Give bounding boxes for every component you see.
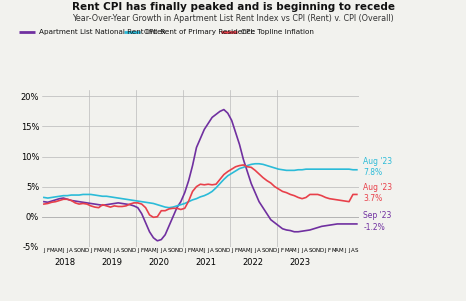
Text: Aug '23
3.7%: Aug '23 3.7% xyxy=(363,183,392,203)
Text: CPI: Topline Inflation: CPI: Topline Inflation xyxy=(240,29,314,35)
Text: Rent CPI has finally peaked and is beginning to recede: Rent CPI has finally peaked and is begin… xyxy=(71,2,395,11)
Text: Apartment List National Rent Index: Apartment List National Rent Index xyxy=(39,29,165,35)
Text: 2018: 2018 xyxy=(55,258,76,267)
Text: Sep '23
-1.2%: Sep '23 -1.2% xyxy=(363,212,392,231)
Text: CPI: Rent of Primary Residence: CPI: Rent of Primary Residence xyxy=(144,29,255,35)
Text: 2023: 2023 xyxy=(289,258,311,267)
Text: Aug '23
7.8%: Aug '23 7.8% xyxy=(363,157,392,177)
Text: 2019: 2019 xyxy=(102,258,123,267)
Text: Year-Over-Year Growth in Apartment List Rent Index vs CPI (Rent) v. CPI (Overall: Year-Over-Year Growth in Apartment List … xyxy=(72,14,394,23)
Text: 2022: 2022 xyxy=(243,258,264,267)
Text: 2021: 2021 xyxy=(196,258,217,267)
Text: 2020: 2020 xyxy=(149,258,170,267)
